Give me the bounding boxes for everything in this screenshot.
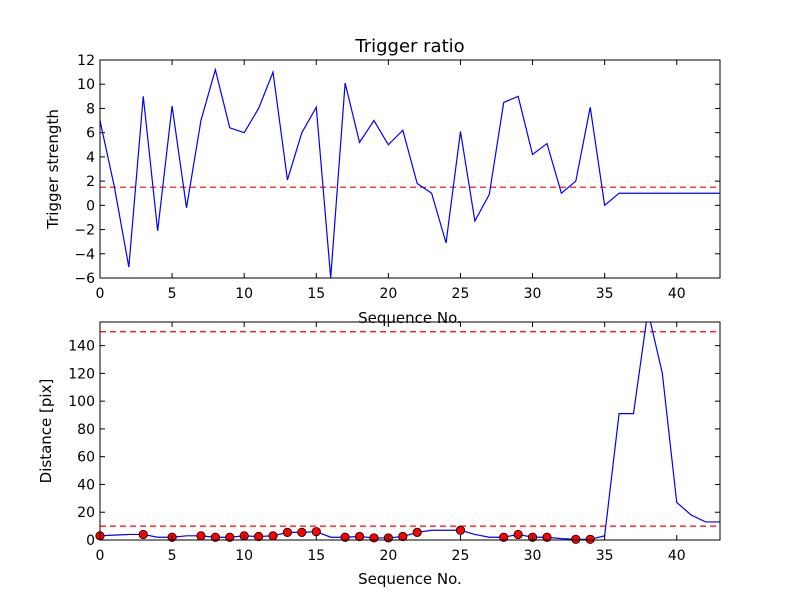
y-tick-label: −4 — [74, 247, 95, 263]
data-point — [268, 531, 278, 541]
data-point — [412, 527, 422, 537]
data-point — [455, 525, 466, 535]
y-axis-label: Distance [pix] — [37, 379, 55, 484]
axes-frame — [99, 321, 721, 541]
data-point — [340, 532, 350, 542]
data-point — [499, 532, 509, 542]
x-tick-label: 10 — [235, 548, 253, 564]
data-point — [225, 532, 235, 542]
y-tick-label: 0 — [86, 533, 95, 549]
x-tick-label: 40 — [668, 286, 686, 302]
y-tick-label: −6 — [74, 271, 95, 287]
data-point — [585, 534, 595, 544]
y-tick-label: 0 — [86, 198, 95, 214]
axes-frame — [99, 59, 721, 279]
data-point — [354, 531, 365, 542]
x-tick-label: 20 — [379, 286, 397, 302]
x-tick-label: 25 — [452, 286, 470, 302]
data-point — [138, 529, 148, 540]
y-tick-label: 140 — [68, 339, 95, 355]
y-tick-label: 120 — [68, 366, 95, 382]
series-line — [100, 67, 720, 278]
chart-title: Trigger ratio — [354, 36, 464, 57]
y-tick-label: 2 — [86, 174, 95, 190]
x-tick-label: 0 — [96, 548, 105, 564]
data-point — [196, 531, 206, 541]
data-point — [398, 531, 408, 542]
data-point — [513, 529, 523, 540]
y-tick-label: 60 — [77, 450, 95, 466]
y-tick-label: 40 — [77, 477, 95, 493]
data-point — [542, 532, 552, 542]
trigger-ratio-plot: Trigger ratio 0 5 10 15 20 25 30 35 40 −6 −4 −2 0 2 4 6… — [44, 36, 721, 327]
x-tick-label: 30 — [524, 286, 542, 302]
x-tick-label: 35 — [596, 548, 614, 564]
y-tick-label: 12 — [77, 53, 95, 69]
data-point — [297, 527, 307, 537]
x-tick-label: 0 — [96, 286, 105, 302]
y-tick-label: 80 — [77, 422, 95, 438]
x-axis-label: Sequence No. — [358, 570, 462, 588]
x-tick-label: 40 — [668, 548, 686, 564]
x-axis-label: Sequence No. — [358, 309, 462, 327]
data-point — [571, 534, 581, 544]
y-axis-label: Trigger strength — [44, 109, 62, 230]
y-tick-label: 20 — [77, 505, 95, 521]
y-tick-label: 4 — [86, 150, 95, 166]
x-tick-label: 30 — [524, 548, 542, 564]
x-tick-label: 15 — [307, 548, 325, 564]
x-tick-label: 5 — [168, 548, 177, 564]
plot-area — [100, 67, 720, 278]
y-tick-label: 100 — [68, 394, 95, 410]
x-tick-label: 10 — [235, 286, 253, 302]
x-tick-label: 25 — [452, 548, 470, 564]
y-tick-label: 8 — [86, 101, 95, 117]
x-tick-label: 5 — [168, 286, 177, 302]
x-tick-label: 15 — [307, 286, 325, 302]
y-tick-label: −2 — [74, 223, 95, 239]
x-tick-label: 35 — [596, 286, 614, 302]
x-tick-label: 20 — [379, 548, 397, 564]
y-tick-label: 10 — [77, 77, 95, 93]
data-point — [210, 532, 220, 542]
distance-plot: 0 5 10 15 20 25 30 35 40 0 20 40 60 80 100 120 140 Seque… — [37, 321, 721, 588]
y-tick-label: 6 — [86, 126, 95, 142]
data-point — [369, 533, 379, 543]
data-point — [254, 531, 264, 542]
data-point — [282, 527, 293, 537]
data-point — [311, 527, 321, 537]
